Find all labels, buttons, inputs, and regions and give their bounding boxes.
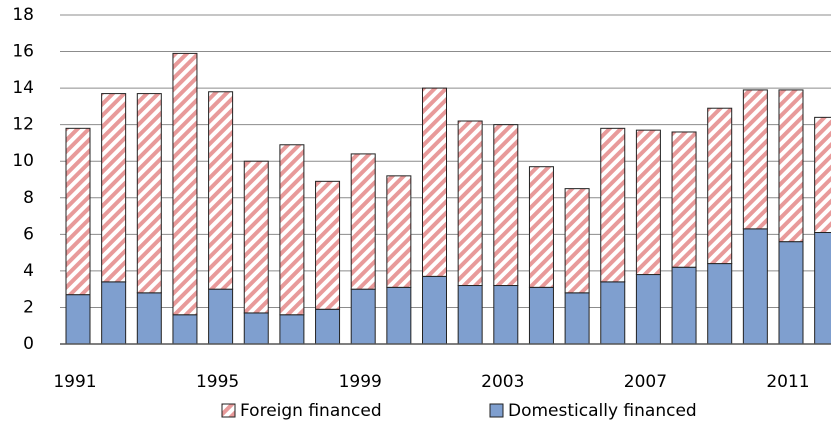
y-tick-label: 2 [23,297,34,317]
bar-segment [65,127,91,296]
x-tick-label: 1991 [53,372,96,392]
bar-segment [742,228,768,345]
bar-segment [315,180,341,310]
bar-segment [707,263,733,345]
bar-segment [279,144,305,316]
bar-segment [350,153,376,290]
bar-segment [172,52,198,316]
legend-swatch [489,403,504,418]
bar-segment [243,160,269,314]
bar-segment [136,93,162,294]
bar-segment [635,274,661,345]
bar-segment [208,288,234,345]
bar-segment [635,129,661,276]
bar-segment [136,292,162,345]
bar-segment [671,266,697,345]
y-tick-label: 16 [12,42,34,62]
x-tick-label: 2007 [624,372,667,392]
legend-label: Domestically financed [508,401,697,421]
bar-segment [707,107,733,265]
bar-segment [279,314,305,345]
legend-label: Foreign financed [240,401,382,421]
bar-segment [564,292,590,345]
y-tick-label: 4 [23,261,34,281]
bar-segment [778,89,804,243]
x-tick-label: 2003 [481,372,524,392]
y-tick-label: 12 [12,115,34,135]
bar-segment [208,91,234,290]
y-tick-label: 18 [12,5,34,25]
bar-segment [457,120,483,287]
bar-segment [101,93,127,283]
bar-segment [493,124,519,287]
bar-segment [386,175,412,288]
bar-segment [386,286,412,345]
bar-segment [778,241,804,345]
bar-segment [600,281,626,345]
y-tick-label: 6 [23,224,34,244]
bar-segment [172,314,198,345]
bar-segment [528,166,554,288]
bar-segment [814,232,831,345]
x-tick-label: 2011 [766,372,809,392]
bar-segment [65,294,91,345]
x-tick-label: 1999 [339,372,382,392]
bar-segment [493,285,519,345]
bar-segment [528,286,554,345]
legend-swatch [221,403,236,418]
bar-segment [350,288,376,345]
y-tick-label: 14 [12,78,34,98]
bar-segment [600,127,626,283]
y-tick-label: 0 [23,334,34,354]
bar-segment [101,281,127,345]
bar-segment [564,188,590,294]
bar-segment [422,87,447,277]
y-tick-label: 10 [12,151,34,171]
bar-segment [422,275,447,345]
x-tick-label: 1995 [196,372,239,392]
bar-segment [742,89,768,230]
bar-segment [315,308,341,345]
bar-segment [814,116,831,234]
y-tick-label: 8 [23,188,34,208]
bar-segment [671,131,697,268]
bar-segment [243,312,269,345]
bar-segment [457,285,483,345]
